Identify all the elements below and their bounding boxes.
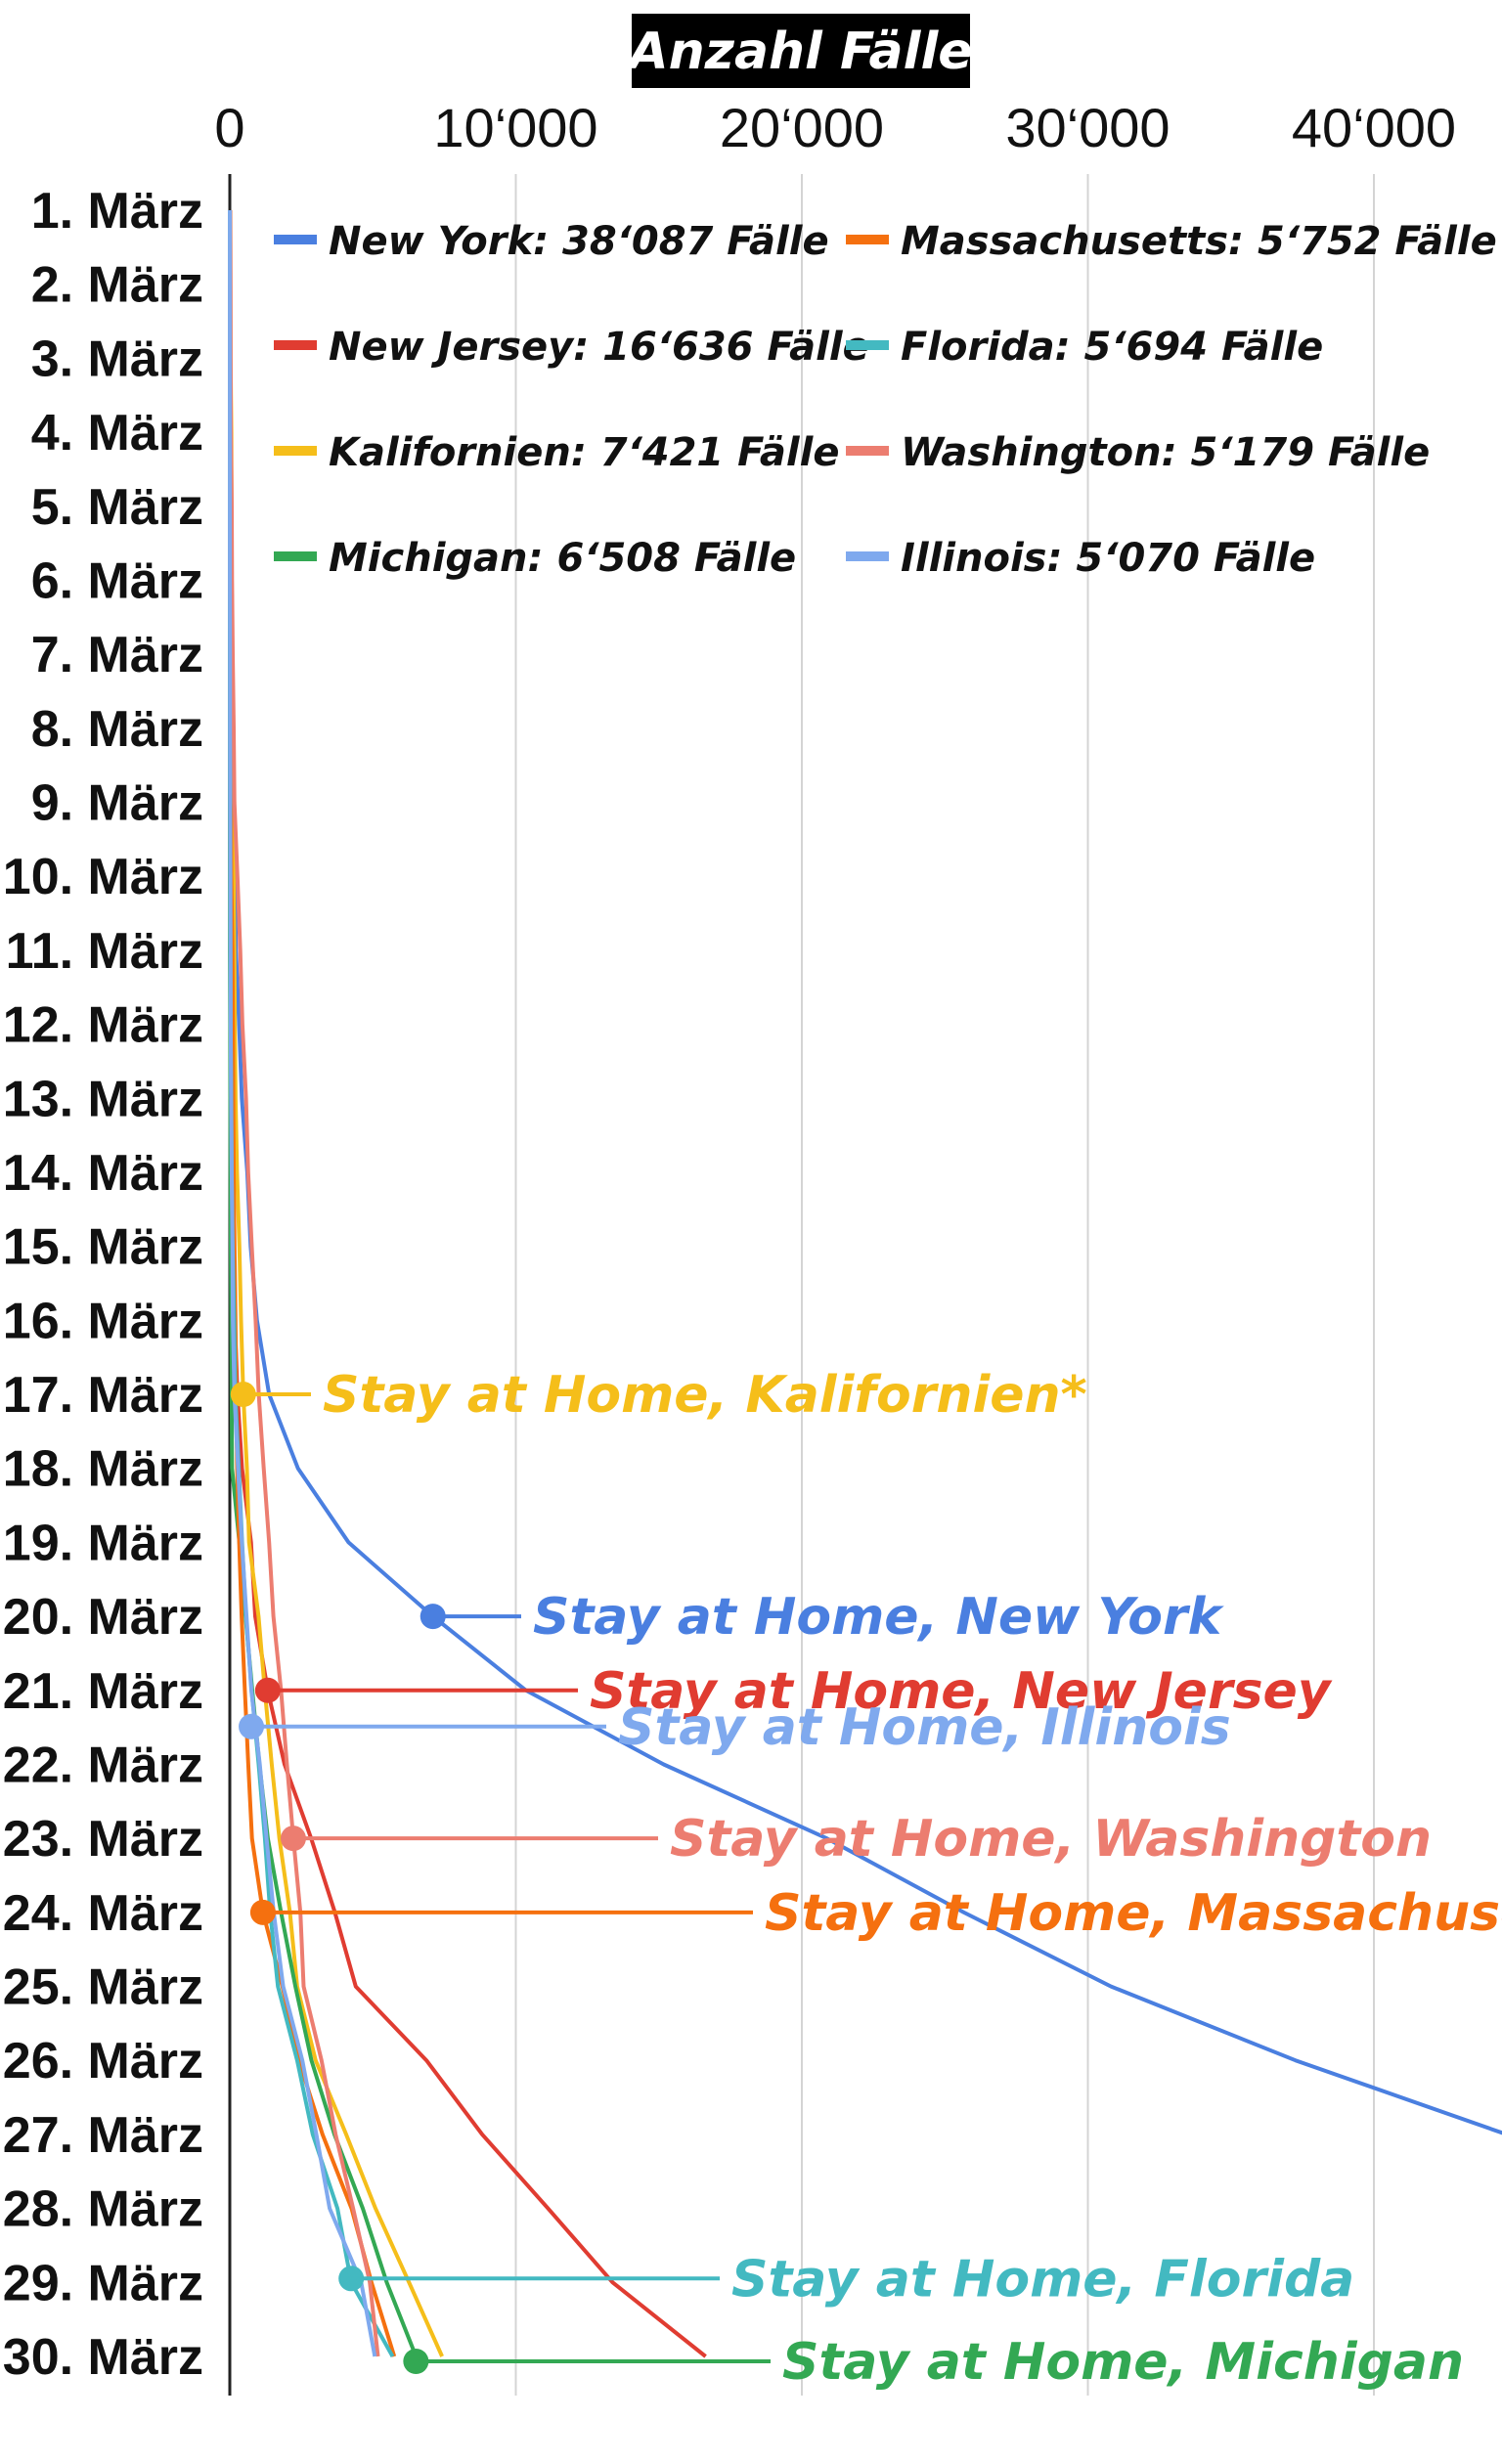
legend-item-illinois: Illinois: 5‘070 Fälle: [846, 536, 1315, 581]
annotation-marker: [230, 1382, 256, 1408]
legend-swatch: [274, 551, 317, 561]
y-tick-label: 9. März: [31, 775, 203, 832]
legend-swatch: [274, 446, 317, 456]
y-tick-label: 17. März: [3, 1367, 203, 1424]
y-tick-label: 26. März: [3, 2033, 203, 2090]
legend-label: Massachusetts: 5‘752 Fälle: [901, 219, 1497, 264]
y-tick-label: 14. März: [3, 1145, 203, 1202]
y-tick-label: 19. März: [3, 1515, 203, 1571]
y-tick-label: 2. März: [31, 257, 203, 314]
y-tick-label: 11. März: [6, 923, 203, 980]
y-tick-label: 27. März: [3, 2107, 203, 2164]
y-tick-label: 12. März: [3, 997, 203, 1054]
annotation-marker: [403, 2349, 429, 2374]
annotation-marker: [254, 1677, 281, 1703]
x-tick-label: 0: [214, 97, 244, 158]
y-tick-label: 7. März: [31, 627, 203, 683]
annotation-marker: [420, 1604, 446, 1630]
legend-item-florida: Florida: 5‘694 Fälle: [846, 325, 1323, 370]
y-tick-label: 8. März: [31, 701, 203, 758]
annotation-florida: Stay at Home, Florida: [338, 2250, 1354, 2309]
x-tick-label: 30‘000: [1005, 97, 1170, 158]
legend-item-kalifornien: Kalifornien: 7‘421 Fälle: [274, 430, 839, 475]
title-background: [632, 14, 970, 88]
legend-item-washington: Washington: 5‘179 Fälle: [846, 430, 1430, 475]
y-tick-label: 30. März: [3, 2329, 203, 2386]
annotation-washington: Stay at Home, Washington: [280, 1810, 1432, 1869]
series-line-washington: [228, 209, 380, 2357]
series-line-illinois: [228, 210, 377, 2357]
annotation-michigan: Stay at Home, Michigan: [403, 2333, 1464, 2392]
annotation-label: Stay at Home, Illinois: [618, 1698, 1231, 1757]
y-tick-label: 13. März: [3, 1071, 203, 1127]
annotation-new-jersey: Stay at Home, New Jersey: [254, 1662, 1333, 1721]
annotation-label: Stay at Home, Michigan: [782, 2333, 1464, 2392]
series-line-new-york: [228, 210, 1502, 2135]
y-tick-label: 18. März: [3, 1441, 203, 1498]
legend-swatch: [274, 235, 317, 244]
y-tick-label: 20. März: [3, 1589, 203, 1646]
annotation-marker: [280, 1826, 306, 1852]
chart-title: Anzahl Fälle: [625, 22, 972, 81]
annotation-new-york: Stay at Home, New York: [420, 1588, 1225, 1647]
legend-swatch: [846, 551, 889, 561]
legend-item-massachusetts: Massachusetts: 5‘752 Fälle: [846, 219, 1497, 264]
annotation-label: Stay at Home, New York: [533, 1588, 1225, 1647]
legend-label: New Jersey: 16‘636 Fälle: [329, 325, 869, 370]
y-tick-label: 21. März: [3, 1663, 203, 1720]
y-tick-label: 10. März: [3, 849, 203, 905]
legend-label: Florida: 5‘694 Fälle: [901, 325, 1323, 370]
y-tick-label: 5. März: [31, 479, 203, 536]
annotation-label: Stay at Home, New Jersey: [590, 1662, 1333, 1721]
y-tick-label: 23. März: [3, 1811, 203, 1868]
legend-item-new-york: New York: 38‘087 Fälle: [274, 219, 829, 264]
legend-label: New York: 38‘087 Fälle: [329, 219, 829, 264]
legend-swatch: [846, 340, 889, 350]
annotation-label: Stay at Home, Massachusetts: [765, 1884, 1502, 1943]
annotation-label: Stay at Home, Washington: [670, 1810, 1432, 1869]
annotation-marker: [249, 1899, 276, 1925]
x-tick-label: 20‘000: [720, 97, 884, 158]
series-line-kalifornien: [228, 210, 444, 2357]
legend-swatch: [274, 340, 317, 350]
y-tick-label: 28. März: [3, 2181, 203, 2238]
series-line-new-jersey: [228, 210, 707, 2358]
x-tick-label: 40‘000: [1292, 97, 1456, 158]
legend-label: Washington: 5‘179 Fälle: [901, 430, 1430, 475]
y-tick-label: 4. März: [31, 405, 203, 462]
series-line-michigan: [228, 210, 419, 2357]
y-tick-label: 15. März: [3, 1219, 203, 1276]
y-tick-label: 25. März: [3, 1959, 203, 2016]
annotation-illinois: Stay at Home, Illinois: [239, 1698, 1231, 1757]
y-tick-label: 6. März: [31, 552, 203, 609]
legend-item-new-jersey: New Jersey: 16‘636 Fälle: [274, 325, 869, 370]
y-tick-label: 29. März: [3, 2255, 203, 2311]
legend-swatch: [846, 235, 889, 244]
y-tick-label: 24. März: [3, 1885, 203, 1942]
y-tick-label: 3. März: [31, 330, 203, 387]
annotation-marker: [239, 1713, 265, 1739]
legend-label: Michigan: 6‘508 Fälle: [329, 536, 796, 581]
y-tick-label: 1. März: [31, 183, 203, 240]
annotation-marker: [338, 2266, 365, 2292]
legend-label: Illinois: 5‘070 Fälle: [901, 536, 1315, 581]
annotation-label: Stay at Home, Kalifornien*: [323, 1366, 1087, 1425]
annotation-kalifornien: Stay at Home, Kalifornien*: [230, 1366, 1087, 1425]
y-tick-label: 16. März: [3, 1293, 203, 1349]
legend-label: Kalifornien: 7‘421 Fälle: [329, 430, 839, 475]
annotation-label: Stay at Home, Florida: [731, 2250, 1354, 2309]
legend-swatch: [846, 446, 889, 456]
y-tick-label: 22. März: [3, 1737, 203, 1793]
legend-item-michigan: Michigan: 6‘508 Fälle: [274, 536, 796, 581]
x-tick-label: 10‘000: [433, 97, 597, 158]
annotation-massachusetts: Stay at Home, Massachusetts: [249, 1884, 1502, 1943]
